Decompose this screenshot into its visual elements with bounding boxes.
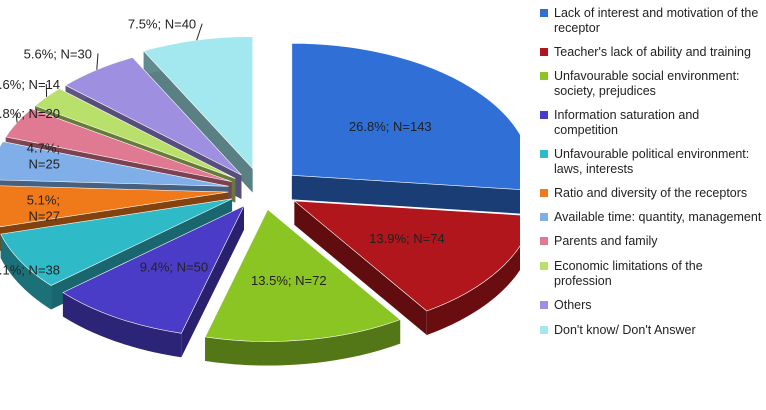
pie-slice (64, 57, 242, 176)
pie-slice (62, 205, 245, 334)
legend-swatch (540, 213, 548, 221)
legend-swatch (540, 111, 548, 119)
pie-slice-group (143, 36, 253, 193)
legend-item: Information saturation and competition (540, 108, 762, 138)
legend-item: Unfavourable social environment: society… (540, 69, 762, 99)
legend-item: Available time: quantity, management (540, 210, 762, 225)
pie-slice (0, 198, 233, 286)
legend-swatch (540, 326, 548, 334)
data-label: 5.1%; N=27 (27, 193, 60, 224)
pie-slice-side (143, 50, 253, 193)
data-label-line: 13.5%; N=72 (251, 273, 327, 288)
data-label: 13.9%; N=74 (369, 231, 445, 246)
legend-label: Lack of interest and motivation of the r… (554, 6, 759, 35)
pie-slice (0, 141, 229, 187)
chart-legend: Lack of interest and motivation of the r… (540, 6, 762, 347)
pie-slice-group (291, 43, 520, 214)
legend-swatch (540, 301, 548, 309)
data-label-line: 2.6%; N=14 (0, 77, 60, 92)
legend-item: Teacher's lack of ability and training (540, 45, 762, 60)
legend-item: Parents and family (540, 234, 762, 249)
data-label-line: 7.5%; N=40 (128, 17, 196, 32)
pie-chart: 26.8%; N=143 13.9%; N=74 13.5%; N=72 9.4%; … (0, 17, 520, 366)
leader-line (96, 53, 99, 70)
pie-slice (34, 88, 236, 179)
data-label-line: 5.1%; (27, 193, 60, 208)
data-label-line: 5.6%; N=30 (24, 46, 92, 61)
data-label-line: N=27 (29, 209, 60, 224)
legend-item: Others (540, 298, 762, 313)
pie-slice-side (294, 200, 427, 336)
pie-slice-rim (62, 292, 182, 358)
pie-slice (143, 36, 253, 170)
pie-slice-group (62, 205, 245, 358)
legend-item: Lack of interest and motivation of the r… (540, 6, 762, 36)
data-label-line: 3.8%; N=20 (0, 106, 60, 121)
legend-label: Don't know/ Don't Answer (554, 323, 696, 337)
data-label: 5.6%; N=30 (24, 46, 92, 61)
pie-slice-rim (0, 234, 52, 310)
data-label: 7.1%; N=38 (0, 262, 60, 277)
pie-slice (204, 209, 401, 342)
legend-label: Information saturation and competition (554, 108, 700, 137)
legend-label: Available time: quantity, management (554, 210, 762, 224)
legend-swatch (540, 72, 548, 80)
data-label: 2.6%; N=14 (0, 77, 60, 92)
pie-chart-area: 26.8%; N=143 13.9%; N=74 13.5%; N=72 9.4%; … (0, 17, 520, 366)
pie-slice-group (204, 209, 401, 366)
legend-swatch (540, 48, 548, 56)
pie-slice (291, 43, 520, 190)
legend-item: Don't know/ Don't Answer (540, 323, 762, 338)
data-label-line: 4.7%; (27, 141, 60, 156)
legend-item: Unfavourable political environment: laws… (540, 147, 762, 177)
pie-slice (0, 185, 229, 228)
legend-swatch (540, 262, 548, 270)
data-label: 4.7%; N=25 (27, 141, 60, 172)
data-label: 3.8%; N=20 (0, 106, 60, 121)
legend-label: Teacher's lack of ability and training (554, 45, 751, 59)
pie-slice-group (293, 200, 520, 336)
data-label-line: 9.4%; N=50 (140, 259, 208, 274)
leader-line (15, 112, 18, 123)
data-label-line: 7.1%; N=38 (0, 262, 60, 277)
pie-slice-rim (205, 319, 401, 366)
data-label-line: N=25 (29, 157, 60, 172)
pie-slice (293, 200, 520, 312)
legend-swatch (540, 9, 548, 17)
data-label: 9.4%; N=50 (140, 259, 208, 274)
legend-swatch (540, 150, 548, 158)
legend-swatch (540, 189, 548, 197)
data-label: 26.8%; N=143 (349, 119, 432, 134)
legend-swatch (540, 237, 548, 245)
pie-slice-rim (426, 245, 520, 336)
legend-label: Ratio and diversity of the receptors (554, 186, 748, 200)
data-label: 13.5%; N=72 (251, 273, 327, 288)
legend-item: Ratio and diversity of the receptors (540, 186, 762, 201)
data-label-line: 26.8%; N=143 (349, 119, 432, 134)
legend-label: Others (554, 298, 592, 312)
data-label: 7.5%; N=40 (128, 17, 196, 32)
leader-line (196, 23, 203, 41)
legend-item: Economic limitations of the profession (540, 259, 762, 289)
legend-label: Economic limitations of the profession (554, 259, 703, 288)
pie-slice-side (291, 175, 520, 214)
pie-slice-side (181, 205, 244, 358)
legend-label: Parents and family (554, 234, 658, 248)
legend-label: Unfavourable social environment: society… (554, 69, 740, 98)
data-label-line: 13.9%; N=74 (369, 231, 445, 246)
legend-label: Unfavourable political environment: laws… (554, 147, 750, 176)
pie-slice (5, 108, 232, 182)
